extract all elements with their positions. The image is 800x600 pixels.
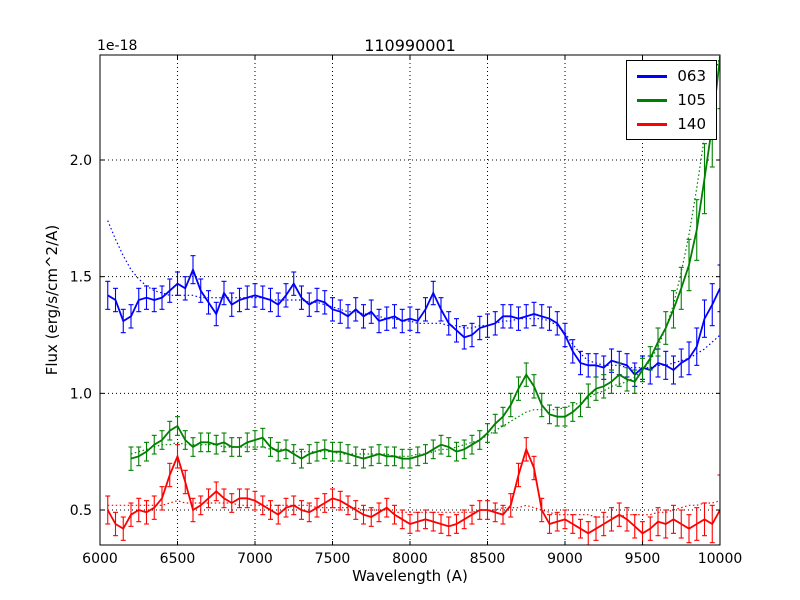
x-tick-label: 9000 [547,551,583,567]
legend-item-label: 140 [677,115,706,133]
x-tick-label: 10000 [698,551,743,567]
series-105 [128,55,720,471]
axis-ticks [99,55,721,545]
x-tick-label: 8000 [392,551,428,567]
model-line-105 [130,55,720,457]
x-axis-label: Wavelength (A) [352,567,468,585]
y-tick-label: 2.0 [70,153,92,169]
legend-item-label: 063 [677,67,706,85]
x-tick-label: 8500 [470,551,506,567]
y-tick-label: 1.5 [70,270,92,286]
legend: 063 105 140 [626,60,717,140]
data-line-140 [106,446,720,535]
error-bars-063 [105,255,720,387]
data-line-105 [130,57,720,460]
y-axis-label: Flux (erg/s/cm^2/A) [43,224,61,376]
legend-item-label: 105 [677,91,706,109]
legend-line-sample [637,122,668,126]
legend-item-063: 063 [637,67,706,85]
x-tick-label: 9500 [625,551,661,567]
y-tick-label: 1.0 [70,386,92,402]
tick-labels: 6000 6500 7000 7500 8000 8500 9000 9500 10000 0.5… [70,153,743,567]
y-offset-text: 1e-18 [97,38,138,54]
x-tick-label: 6000 [82,551,118,567]
error-bars-140 [105,437,720,545]
x-tick-label: 7500 [315,551,351,567]
series-140 [105,437,720,545]
series-063 [105,220,720,387]
model-line-063 [107,220,720,369]
model-line-140 [107,500,720,518]
legend-item-140: 140 [637,115,706,133]
legend-item-105: 105 [637,91,706,109]
legend-line-sample [637,74,668,78]
series-layer [105,55,720,545]
legend-line-sample [637,98,668,102]
chart-title: 110990001 [364,36,456,55]
y-tick-label: 0.5 [70,503,92,519]
data-line-063 [107,267,720,376]
x-tick-label: 7000 [237,551,273,567]
x-tick-label: 6500 [160,551,196,567]
